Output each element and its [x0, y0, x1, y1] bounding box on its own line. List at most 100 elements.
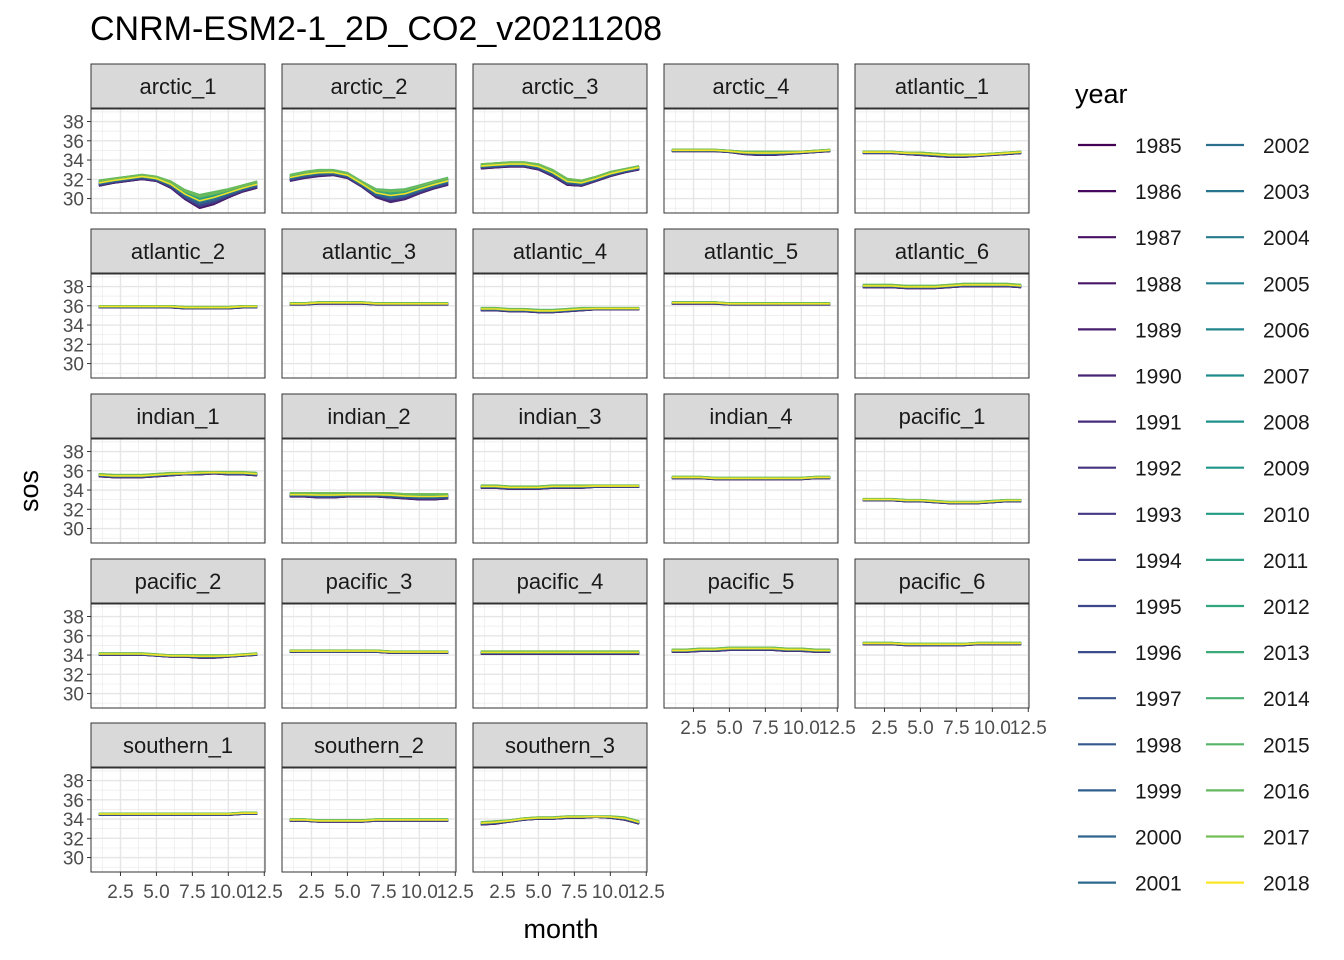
legend-item: 2013 — [1206, 642, 1310, 665]
y-tick-label: 38 — [63, 608, 84, 629]
legend-label: 1986 — [1135, 181, 1182, 204]
series-group — [671, 646, 831, 653]
x-tick-label: 12.5 — [246, 882, 283, 903]
facet-label: arctic_1 — [139, 74, 216, 99]
x-tick-label: 5.0 — [143, 882, 169, 903]
legend-label: 2015 — [1263, 734, 1310, 757]
legend-item: 1989 — [1078, 319, 1182, 342]
facet-label: atlantic_5 — [704, 239, 798, 264]
legend-item: 1986 — [1078, 181, 1182, 204]
x-tick-label: 7.5 — [179, 882, 205, 903]
facet-strip — [472, 558, 648, 604]
legend-item: 1993 — [1078, 504, 1182, 527]
facet-panel: pacific_4 — [472, 558, 648, 709]
facet-label: pacific_5 — [708, 569, 795, 594]
x-tick-label: 12.5 — [819, 718, 856, 739]
legend-item: 1987 — [1078, 227, 1182, 250]
legend-label: 2018 — [1263, 873, 1310, 896]
facet-label: atlantic_1 — [895, 74, 989, 99]
facet-strip — [663, 228, 839, 274]
y-tick-label: 34 — [63, 481, 85, 502]
series-line-1991 — [289, 174, 449, 203]
panel-border — [472, 767, 648, 873]
panel-background — [664, 439, 838, 543]
legend: year 1985 1986 1987 1988 1989 1990 1991 1992 199… — [1075, 79, 1310, 896]
series-line-2018 — [98, 175, 258, 202]
legend-item: 1996 — [1078, 642, 1182, 665]
y-axis-title: sos — [14, 470, 44, 512]
panel-border — [663, 108, 839, 214]
panel-border — [281, 767, 457, 873]
x-tick-label: 10.0 — [592, 882, 629, 903]
facet-label: southern_2 — [314, 733, 424, 758]
y-tick-label: 34 — [63, 810, 85, 831]
legend-label: 1990 — [1135, 366, 1182, 389]
y-tick-label: 34 — [63, 151, 85, 172]
legend-label: 2004 — [1263, 227, 1310, 250]
panel-border — [281, 273, 457, 379]
legend-item: 2000 — [1078, 827, 1182, 850]
legend-label: 2008 — [1263, 412, 1310, 435]
panel-background — [282, 604, 456, 708]
y-tick-label: 36 — [63, 132, 84, 153]
series-group — [862, 282, 1022, 290]
y-tick-label: 38 — [63, 113, 84, 134]
series-line-2017 — [98, 652, 258, 656]
legend-items: 1985 1986 1987 1988 1989 1990 1991 1992 1993 1994… — [1078, 135, 1310, 896]
legend-label: 1997 — [1135, 688, 1182, 711]
panel-border — [472, 108, 648, 214]
x-tick-label: 5.0 — [716, 718, 742, 739]
facet-strip — [90, 393, 266, 439]
series-line-2018 — [671, 476, 831, 480]
panel-border — [663, 438, 839, 544]
facet-strip — [854, 393, 1030, 439]
series-line-2018 — [671, 301, 831, 305]
series-group — [671, 301, 831, 306]
facet-label: pacific_1 — [899, 404, 986, 429]
facet-label: pacific_2 — [135, 569, 222, 594]
panel-background — [664, 109, 838, 213]
legend-label: 1987 — [1135, 227, 1182, 250]
facet-label: indian_1 — [136, 404, 219, 429]
legend-label: 2000 — [1135, 827, 1182, 850]
x-tick-label: 2.5 — [680, 718, 706, 739]
panel-background — [473, 604, 647, 708]
legend-item: 2011 — [1206, 550, 1308, 573]
x-tick-label: 12.5 — [437, 882, 474, 903]
panel-border — [663, 273, 839, 379]
panel-border — [472, 603, 648, 709]
series-group — [480, 306, 640, 314]
facet-label: atlantic_6 — [895, 239, 989, 264]
x-tick-label: 2.5 — [489, 882, 515, 903]
facet-strip — [472, 228, 648, 274]
series-line-2018 — [98, 812, 258, 815]
x-tick-label: 10.0 — [401, 882, 438, 903]
series-line-2018 — [671, 149, 831, 154]
legend-title: year — [1075, 79, 1128, 109]
facet-panel: indian_2 — [281, 393, 457, 544]
legend-label: 1999 — [1135, 780, 1182, 803]
legend-item: 2015 — [1206, 734, 1310, 757]
legend-item: 1998 — [1078, 734, 1182, 757]
series-group — [480, 815, 640, 826]
panel-background — [282, 439, 456, 543]
series-group — [862, 641, 1022, 647]
series-line-2017 — [480, 161, 640, 182]
facet-label: indian_2 — [327, 404, 410, 429]
facet-panel: arctic_3 — [472, 63, 648, 214]
y-tick-label: 38 — [63, 772, 84, 793]
y-tick-label: 32 — [63, 335, 84, 356]
facet-label: arctic_2 — [330, 74, 407, 99]
panel-background — [473, 439, 647, 543]
legend-item: 2003 — [1206, 181, 1310, 204]
panel-border — [281, 603, 457, 709]
facet-label: southern_1 — [123, 733, 233, 758]
panel-background — [664, 604, 838, 708]
panel-background — [473, 274, 647, 378]
legend-item: 2002 — [1206, 135, 1310, 158]
facet-panel: southern_2 2.5 5.0 7.5 10.012.5 — [281, 722, 474, 903]
legend-item: 2007 — [1206, 366, 1310, 389]
panel-background — [91, 768, 265, 872]
panel-background — [855, 604, 1029, 708]
